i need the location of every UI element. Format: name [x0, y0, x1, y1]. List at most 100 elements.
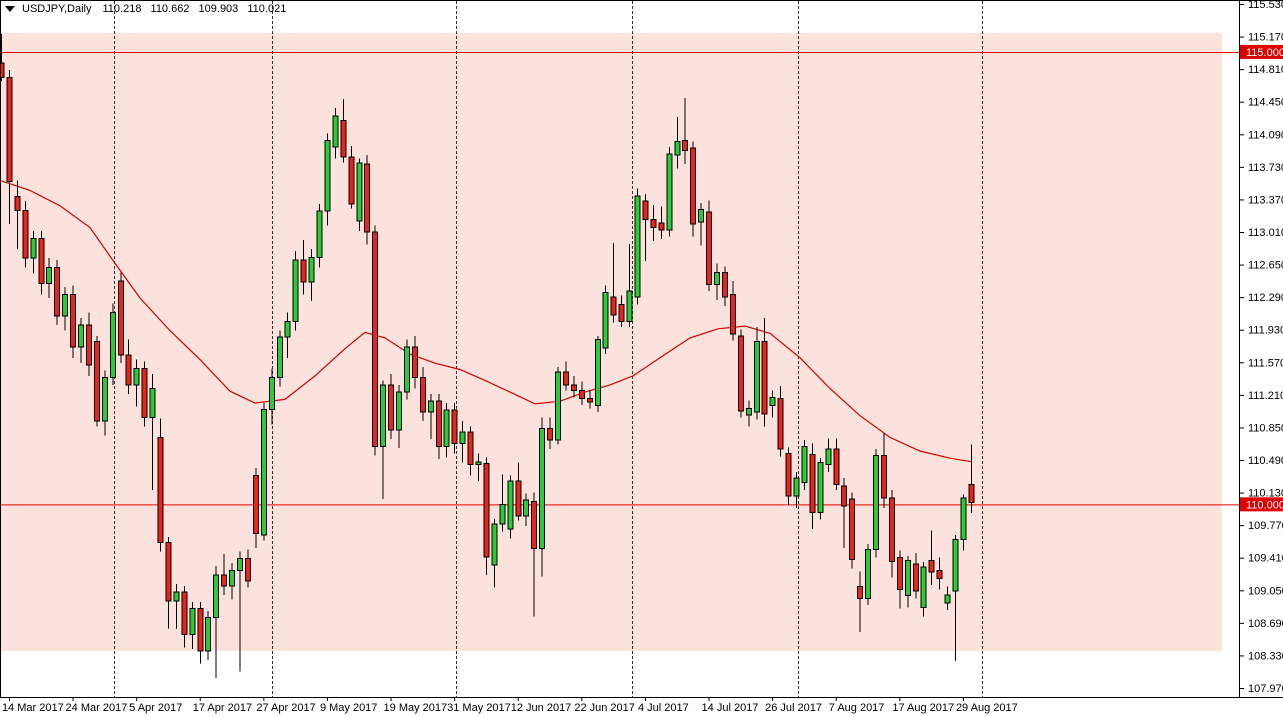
candle[interactable]	[817, 458, 824, 520]
candle[interactable]	[380, 380, 387, 499]
price-axis[interactable]: 115.530 115.170 114.810 114.450 114.090 113.7…	[1239, 0, 1283, 695]
candle[interactable]	[682, 98, 689, 165]
candle[interactable]	[674, 117, 681, 169]
candle[interactable]	[555, 366, 561, 445]
candle[interactable]	[54, 260, 61, 326]
candle[interactable]	[801, 440, 808, 490]
candle[interactable]	[213, 565, 220, 679]
candle[interactable]	[904, 555, 911, 608]
candle[interactable]	[761, 317, 768, 427]
candle[interactable]	[62, 287, 69, 331]
candle[interactable]	[173, 583, 180, 630]
candle[interactable]	[531, 492, 538, 617]
candle[interactable]	[857, 571, 864, 632]
candle[interactable]	[952, 535, 959, 661]
candle[interactable]	[467, 426, 474, 476]
candle[interactable]	[960, 494, 967, 551]
candle[interactable]	[324, 133, 331, 226]
candle[interactable]	[419, 366, 426, 422]
candle[interactable]	[968, 444, 975, 514]
candle[interactable]	[221, 554, 228, 595]
candle[interactable]	[499, 474, 506, 532]
candle[interactable]	[880, 432, 887, 508]
candle[interactable]	[698, 203, 705, 246]
candle[interactable]	[372, 225, 379, 456]
candle[interactable]	[912, 553, 919, 599]
candle[interactable]	[340, 99, 347, 163]
candle[interactable]	[547, 417, 554, 450]
candle[interactable]	[229, 563, 236, 600]
candle[interactable]	[594, 336, 601, 413]
candle[interactable]	[332, 108, 339, 159]
candle[interactable]	[451, 403, 458, 454]
candle[interactable]	[896, 550, 903, 609]
candle[interactable]	[626, 243, 633, 327]
candle[interactable]	[928, 530, 935, 585]
candle[interactable]	[936, 557, 943, 590]
candle[interactable]	[308, 249, 315, 301]
candle[interactable]	[403, 339, 410, 400]
candle[interactable]	[46, 258, 53, 299]
candle[interactable]	[610, 242, 617, 323]
candle[interactable]	[809, 443, 816, 529]
candle[interactable]	[109, 303, 116, 385]
candle[interactable]	[189, 602, 196, 650]
candle[interactable]	[562, 361, 569, 391]
time-axis[interactable]: 14 Mar 2017 24 Mar 2017 5 Apr 2017 17 Apr 2…	[2, 697, 1018, 714]
candle[interactable]	[634, 188, 641, 305]
candle[interactable]	[205, 611, 212, 660]
candle[interactable]	[523, 493, 530, 527]
candle[interactable]	[292, 251, 299, 331]
candle[interactable]	[888, 489, 895, 578]
candle[interactable]	[388, 374, 395, 440]
candle[interactable]	[237, 551, 243, 672]
candle[interactable]	[427, 393, 434, 440]
candle[interactable]	[149, 374, 156, 490]
candle[interactable]	[14, 180, 21, 250]
candle[interactable]	[825, 438, 832, 472]
candle[interactable]	[515, 462, 522, 521]
candle[interactable]	[618, 295, 625, 327]
candle[interactable]	[586, 390, 593, 409]
candle[interactable]	[316, 203, 323, 268]
candle[interactable]	[78, 317, 84, 364]
candle[interactable]	[539, 417, 546, 577]
candle[interactable]	[729, 280, 736, 341]
candle[interactable]	[396, 384, 402, 449]
candle[interactable]	[125, 339, 132, 394]
candle[interactable]	[252, 468, 259, 548]
candle[interactable]	[70, 285, 77, 358]
candle[interactable]	[578, 381, 585, 405]
candle[interactable]	[865, 544, 872, 605]
candle[interactable]	[690, 141, 697, 237]
candle[interactable]	[30, 231, 37, 274]
candle[interactable]	[141, 361, 148, 427]
candle[interactable]	[475, 453, 482, 481]
candle[interactable]	[507, 475, 514, 539]
candle[interactable]	[785, 447, 792, 506]
candlestick-series[interactable]	[0, 33, 975, 679]
candle[interactable]	[356, 158, 363, 232]
candle[interactable]	[364, 155, 371, 245]
candle[interactable]	[570, 375, 577, 398]
candle[interactable]	[483, 457, 490, 575]
candle[interactable]	[0, 33, 5, 81]
candle[interactable]	[197, 602, 204, 664]
candle[interactable]	[873, 449, 879, 558]
candle[interactable]	[411, 336, 418, 389]
candle[interactable]	[6, 70, 13, 224]
candle[interactable]	[769, 390, 776, 418]
candle[interactable]	[276, 330, 283, 387]
candle[interactable]	[721, 266, 728, 307]
candle[interactable]	[85, 312, 92, 376]
candle[interactable]	[737, 329, 744, 418]
candle[interactable]	[22, 201, 29, 268]
candle[interactable]	[348, 146, 355, 209]
candle[interactable]	[920, 562, 927, 617]
candle[interactable]	[459, 421, 466, 463]
candle[interactable]	[244, 549, 251, 588]
candle[interactable]	[93, 336, 100, 427]
candle[interactable]	[650, 204, 657, 242]
candle[interactable]	[666, 146, 673, 237]
